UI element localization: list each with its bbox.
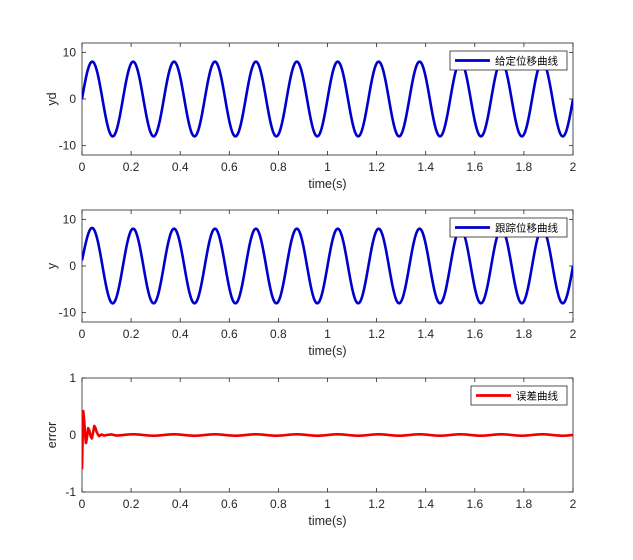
subplot-3: 0 0.2 0.4 0.6 0.8 1 1.2 1.4 1.6 1.8 2-101time(s)er… — [45, 371, 577, 528]
x-tick-label: 1.2 — [368, 327, 385, 341]
y-tick-label: -10 — [59, 139, 77, 153]
legend-label: 误差曲线 — [516, 390, 558, 403]
x-tick-label: 0.2 — [123, 160, 140, 174]
y-tick-label: 0 — [69, 259, 76, 273]
y-axis-label: y — [45, 262, 59, 269]
series-line — [82, 226, 573, 305]
subplot-2: 0 0.2 0.4 0.6 0.8 1 1.2 1.4 1.6 1.8 2-10010time(s)… — [45, 209, 577, 358]
x-tick-label: 1.2 — [368, 160, 385, 174]
x-tick-label: 1.2 — [368, 497, 385, 511]
legend: 跟踪位移曲线 — [449, 217, 568, 238]
x-tick-label: 0.2 — [123, 497, 140, 511]
legend-box — [449, 50, 568, 71]
x-tick-label: 0.6 — [221, 160, 238, 174]
x-tick-label: 1.4 — [417, 497, 434, 511]
x-tick-label: 0.4 — [172, 497, 189, 511]
x-tick-label: 0.8 — [270, 497, 287, 511]
x-tick-label: 0.2 — [123, 327, 140, 341]
x-tick-label: 2 — [570, 327, 577, 341]
series-line — [82, 409, 573, 470]
x-tick-label: 0.6 — [221, 497, 238, 511]
x-tick-label: 1.4 — [417, 327, 434, 341]
x-tick-label: 0.8 — [270, 327, 287, 341]
legend-label: 跟踪位移曲线 — [495, 222, 558, 235]
y-tick-label: 1 — [69, 371, 76, 385]
legend-label: 给定位移曲线 — [495, 55, 558, 68]
x-axis-label: time(s) — [308, 514, 346, 528]
x-tick-label: 1.8 — [516, 160, 533, 174]
x-tick-label: 1 — [324, 160, 331, 174]
x-tick-label: 2 — [570, 497, 577, 511]
x-tick-label: 1.6 — [466, 497, 483, 511]
y-tick-label: 0 — [69, 92, 76, 106]
x-tick-label: 1.4 — [417, 160, 434, 174]
x-tick-label: 2 — [570, 160, 577, 174]
y-tick-label: -10 — [59, 306, 77, 320]
x-tick-label: 1 — [324, 327, 331, 341]
x-tick-label: 1.8 — [516, 497, 533, 511]
x-axis-label: time(s) — [308, 344, 346, 358]
y-tick-label: 0 — [69, 428, 76, 442]
x-axis-label: time(s) — [308, 177, 346, 191]
legend: 给定位移曲线 — [449, 50, 568, 71]
series-line — [82, 60, 573, 138]
x-tick-label: 0.4 — [172, 160, 189, 174]
y-axis-label: yd — [45, 92, 59, 105]
x-tick-label: 0.8 — [270, 160, 287, 174]
y-tick-label: 10 — [63, 45, 77, 59]
y-tick-label: -1 — [65, 485, 76, 499]
x-tick-label: 0.4 — [172, 327, 189, 341]
x-tick-label: 1 — [324, 497, 331, 511]
legend-box — [470, 385, 568, 406]
y-tick-label: 10 — [63, 212, 77, 226]
x-tick-label: 0.6 — [221, 327, 238, 341]
legend: 误差曲线 — [470, 385, 568, 406]
y-axis-label: error — [45, 422, 59, 448]
x-tick-label: 1.8 — [516, 327, 533, 341]
x-tick-label: 0 — [79, 327, 86, 341]
x-tick-label: 0 — [79, 497, 86, 511]
subplot-1: 0 0.2 0.4 0.6 0.8 1 1.2 1.4 1.6 1.8 2-10010time(s)… — [45, 42, 577, 191]
x-tick-label: 1.6 — [466, 160, 483, 174]
x-tick-label: 0 — [79, 160, 86, 174]
x-tick-label: 1.6 — [466, 327, 483, 341]
legend-box — [449, 217, 568, 238]
